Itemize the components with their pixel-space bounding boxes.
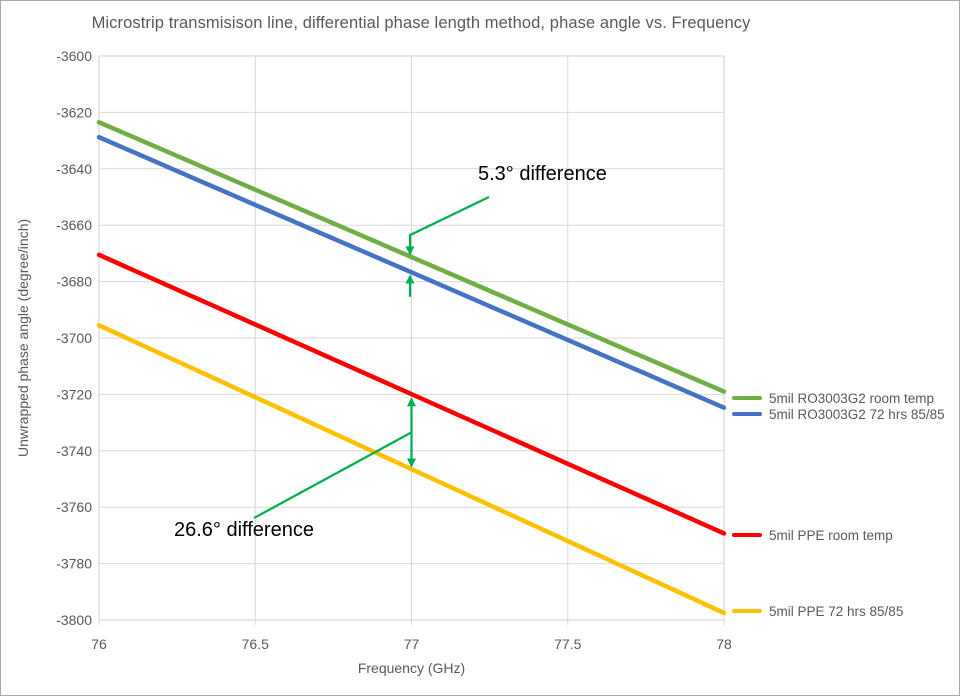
y-tick-label: -3640 <box>56 161 92 177</box>
series-line-5mil-ro3003g2-room-temp[interactable] <box>96 120 727 394</box>
x-tick-label: 76 <box>91 636 107 652</box>
legend-item-5mil-ro3003g2-72-hrs-85-85[interactable]: 5mil RO3003G2 72 hrs 85/85 <box>732 405 945 423</box>
series-line-5mil-ro3003g2-72-hrs-85-85[interactable] <box>96 134 727 410</box>
legend-item-5mil-ppe-room-temp[interactable]: 5mil PPE room temp <box>732 526 893 544</box>
legend-label: 5mil PPE room temp <box>769 527 893 543</box>
x-tick-label: 77.5 <box>554 636 581 652</box>
chart-title: Microstrip transmisison line, differenti… <box>91 14 751 32</box>
y-tick-label: -3800 <box>56 612 92 628</box>
x-axis-tick-labels: 76 76.5 77 77.5 78 <box>91 636 732 652</box>
legend-swatch-5mil-ro3003g2-room-temp <box>732 395 762 401</box>
x-tick-label: 77 <box>404 636 420 652</box>
x-tick-label: 76.5 <box>242 636 269 652</box>
y-tick-label: -3620 <box>56 104 92 120</box>
y-tick-label: -3660 <box>56 217 92 233</box>
annotation-5-3-difference[interactable]: 5.3° difference <box>478 163 607 185</box>
series-line-5mil-ppe-72-hrs-85-85[interactable] <box>96 323 727 616</box>
plot-border <box>98 55 725 621</box>
y-axis-title: Unwrapped phase angle (degree/inch) <box>15 218 31 458</box>
annotation-26-6-difference[interactable]: 26.6° difference <box>174 519 314 541</box>
x-tick-label: 78 <box>716 636 732 652</box>
y-tick-label: -3760 <box>56 499 92 515</box>
legend-swatch-5mil-ro3003g2-72-hrs-85-85 <box>732 411 762 417</box>
legend-item-5mil-ppe-72-hrs-85-85[interactable]: 5mil PPE 72 hrs 85/85 <box>732 602 903 620</box>
legend-label: 5mil RO3003G2 room temp <box>769 390 935 406</box>
y-axis-tick-labels: -3600 -3620 -3640 -3660 -3680 -3700 -3720 -3740… <box>56 48 92 628</box>
y-tick-label: -3720 <box>56 386 92 402</box>
legend-label: 5mil PPE 72 hrs 85/85 <box>769 603 904 619</box>
x-axis-title: Frequency (GHz) <box>357 660 466 676</box>
y-tick-label: -3680 <box>56 274 92 290</box>
y-tick-label: -3700 <box>56 330 92 346</box>
legend-swatch-5mil-ppe-72-hrs-85-85 <box>732 608 762 614</box>
annotation-arrows <box>253 195 490 519</box>
legend-label: 5mil RO3003G2 72 hrs 85/85 <box>769 406 945 422</box>
y-tick-label: -3740 <box>56 443 92 459</box>
legend-item-5mil-ro3003g2-room-temp[interactable]: 5mil RO3003G2 room temp <box>732 389 934 407</box>
arrow-to-green-line <box>405 195 490 256</box>
series-line-5mil-ppe-room-temp[interactable] <box>96 252 727 536</box>
y-tick-label: -3780 <box>56 556 92 572</box>
y-tick-label: -3600 <box>56 48 92 64</box>
legend-swatch-5mil-ppe-room-temp <box>732 532 762 538</box>
leader-26-6 <box>253 431 413 519</box>
